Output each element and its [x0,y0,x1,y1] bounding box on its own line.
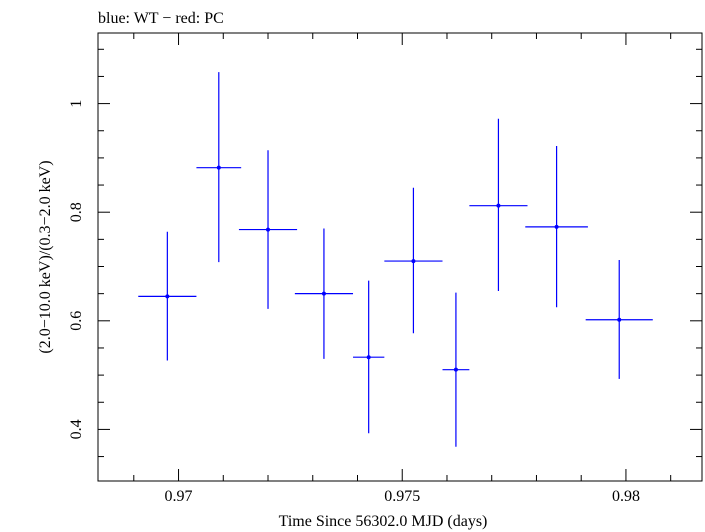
data-point [442,292,470,447]
data-point [353,280,385,434]
tick-labels: 0.97 0.975 0.98 0.4 0.6 0.8 1 [68,100,640,505]
data-marker [411,259,416,264]
x-tick-label: 0.975 [384,488,420,505]
data-point [384,187,443,334]
y-tick-label: 0.8 [68,202,85,222]
y-tick-label: 0.6 [68,311,85,331]
data-marker [216,165,221,170]
x-tick-label: 0.98 [612,488,640,505]
data-point [525,145,588,308]
data-marker [453,367,458,372]
data-point [294,228,354,359]
data-points [138,72,653,447]
plot-frame [97,32,703,482]
data-marker [496,203,501,208]
data-point [469,118,528,291]
y-tick-label: 0.4 [68,419,85,439]
data-marker [617,317,622,322]
data-point [196,72,242,263]
data-marker [554,224,559,229]
data-marker [366,355,371,360]
data-marker [321,291,326,296]
data-point [138,231,197,361]
data-marker [266,227,271,232]
axis-ticks [98,33,702,481]
chart-title: blue: WT − red: PC [98,10,224,27]
x-axis-label: Time Since 56302.0 MJD (days) [279,513,488,530]
y-tick-label: 1 [68,100,85,108]
data-point [238,150,298,309]
y-axis-label: (2.0−10.0 keV)/(0.3−2.0 keV) [37,160,54,353]
data-marker [165,294,170,299]
x-tick-label: 0.97 [165,488,193,505]
data-point [585,259,653,379]
